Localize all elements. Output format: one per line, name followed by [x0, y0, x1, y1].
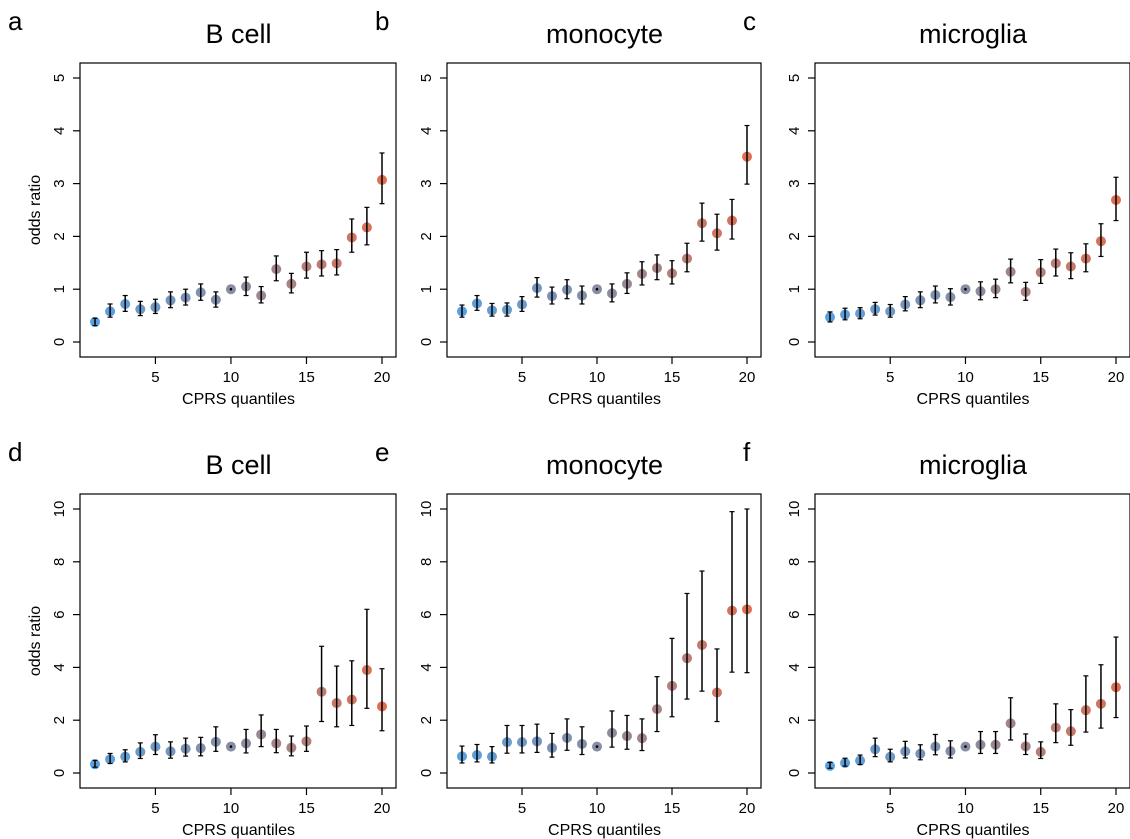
y-tick-label: 3: [786, 179, 803, 187]
x-tick-label: 10: [957, 369, 974, 386]
y-tick-label: 6: [418, 610, 435, 618]
y-tick-label: 4: [51, 663, 68, 671]
x-axis-label: CPRS quantiles: [917, 391, 1030, 408]
x-tick-label: 10: [589, 369, 606, 386]
y-tick-label: 10: [51, 501, 68, 518]
panel-letter: f: [743, 437, 751, 467]
plot-frame: [814, 62, 1130, 358]
x-tick-label: 20: [1108, 369, 1125, 386]
y-tick-label: 2: [786, 232, 803, 240]
reference-marker: [595, 745, 599, 748]
panel-f: f microglia 0 2 4 6 8 10 5 10 15 20 CPRS quantiles: [743, 437, 1130, 839]
x-tick-label: 20: [374, 369, 391, 386]
y-axis-label: odds ratio: [27, 606, 44, 676]
y-tick-label: 10: [418, 501, 435, 518]
y-tick-label: 10: [786, 501, 803, 518]
y-tick-label: 0: [786, 769, 803, 777]
plot-frame: [446, 62, 762, 358]
y-tick-label: 0: [786, 338, 803, 346]
y-tick-label: 3: [51, 179, 68, 187]
reference-marker: [229, 745, 233, 748]
y-tick-label: 2: [418, 716, 435, 724]
plot-frame: [814, 493, 1130, 789]
chart-title: microglia: [919, 19, 1028, 49]
reference-marker: [964, 287, 967, 291]
plot-frame: [79, 493, 397, 789]
x-tick-label: 20: [739, 800, 756, 817]
panel-letter: e: [375, 437, 389, 467]
reference-marker: [964, 745, 967, 748]
x-tick-label: 10: [223, 800, 240, 817]
panel-b: b monocyte 0 1 2 3 4 5 5 10 15 20 CPRS quantiles: [375, 6, 762, 408]
y-tick-label: 4: [51, 127, 68, 135]
y-tick-label: 0: [418, 769, 435, 777]
chart-title: microglia: [919, 450, 1028, 480]
y-tick-label: 5: [418, 74, 435, 82]
x-axis-label: CPRS quantiles: [917, 822, 1030, 839]
x-tick-label: 15: [1032, 369, 1049, 386]
chart-title: monocyte: [546, 19, 663, 49]
x-tick-label: 15: [298, 800, 315, 817]
x-tick-label: 10: [957, 800, 974, 817]
panel-c: c microglia 0 1 2 3 4 5 5 10 15 20 CPRS quantiles: [743, 6, 1130, 408]
y-tick-label: 5: [51, 74, 68, 82]
x-tick-label: 5: [151, 800, 159, 817]
x-tick-label: 15: [664, 800, 681, 817]
x-axis-label: CPRS quantiles: [548, 391, 661, 408]
y-tick-label: 2: [51, 716, 68, 724]
y-tick-label: 4: [418, 663, 435, 671]
x-tick-label: 5: [518, 800, 526, 817]
panel-e: e monocyte 0 2 4 6 8 10 5 10 15 20 CPRS quantiles: [375, 437, 762, 839]
x-tick-label: 20: [374, 800, 391, 817]
x-tick-label: 15: [298, 369, 315, 386]
plot-frame: [79, 62, 397, 358]
y-tick-label: 6: [786, 610, 803, 618]
y-tick-label: 4: [786, 127, 803, 135]
x-tick-label: 20: [1108, 800, 1125, 817]
x-tick-label: 5: [518, 369, 526, 386]
y-axis-label: odds ratio: [27, 175, 44, 245]
y-tick-label: 2: [51, 232, 68, 240]
y-tick-label: 2: [418, 232, 435, 240]
chart-title: monocyte: [546, 450, 663, 480]
y-tick-label: 0: [51, 769, 68, 777]
y-tick-label: 2: [786, 716, 803, 724]
panel-letter: b: [375, 6, 389, 36]
y-tick-label: 1: [786, 285, 803, 293]
panel-letter: c: [743, 6, 756, 36]
y-tick-label: 8: [786, 558, 803, 566]
chart-title: B cell: [205, 450, 271, 480]
x-tick-label: 15: [1032, 800, 1049, 817]
reference-marker: [595, 287, 599, 291]
reference-marker: [229, 287, 233, 291]
chart-title: B cell: [205, 19, 271, 49]
panel-d: d B cell 0 2 4 6 8 10 5 10 15 20 CPRS quantiles odds …: [8, 437, 397, 839]
y-tick-label: 8: [51, 558, 68, 566]
x-axis-label: CPRS quantiles: [182, 391, 295, 408]
plot-frame: [446, 493, 762, 789]
y-tick-label: 0: [418, 338, 435, 346]
panel-letter: a: [8, 6, 23, 36]
y-tick-label: 1: [51, 285, 68, 293]
x-tick-label: 10: [589, 800, 606, 817]
x-tick-label: 5: [886, 800, 894, 817]
y-tick-label: 4: [786, 663, 803, 671]
y-tick-label: 1: [418, 285, 435, 293]
panel-letter: d: [8, 437, 22, 467]
y-tick-label: 8: [418, 558, 435, 566]
y-tick-label: 3: [418, 179, 435, 187]
x-tick-label: 10: [223, 369, 240, 386]
x-tick-label: 20: [739, 369, 756, 386]
x-axis-label: CPRS quantiles: [548, 822, 661, 839]
x-axis-label: CPRS quantiles: [182, 822, 295, 839]
panel-a: a B cell 0 1 2 3 4 5 5 10 15 20 CPRS quantiles odds r…: [8, 6, 397, 408]
x-tick-label: 15: [664, 369, 681, 386]
y-tick-label: 4: [418, 127, 435, 135]
x-tick-label: 5: [151, 369, 159, 386]
y-tick-label: 6: [51, 610, 68, 618]
x-tick-label: 5: [886, 369, 894, 386]
y-tick-label: 0: [51, 338, 68, 346]
y-tick-label: 5: [786, 74, 803, 82]
